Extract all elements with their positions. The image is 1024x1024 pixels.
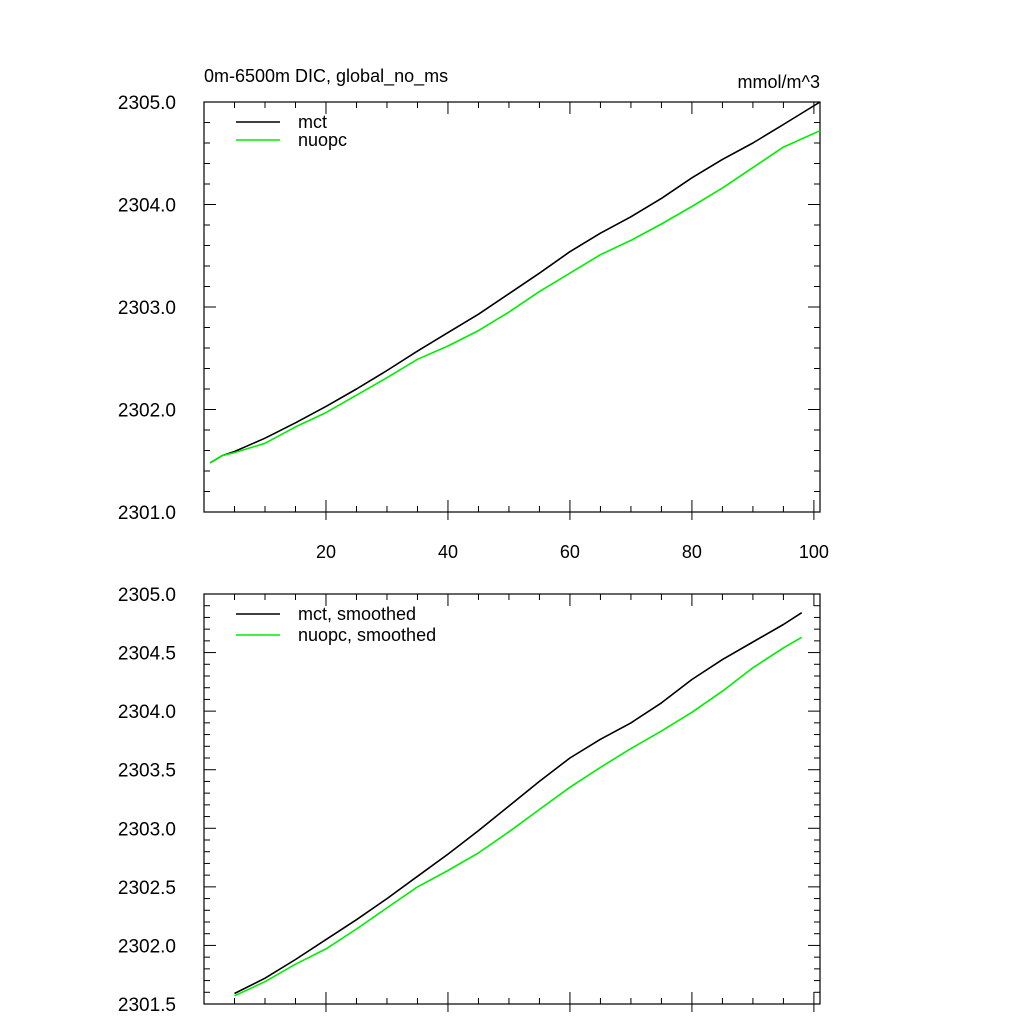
y-tick-label: 2303.0 bbox=[118, 819, 176, 840]
y-tick-label: 2302.5 bbox=[118, 878, 176, 899]
series-line-mct-smoothed bbox=[234, 612, 803, 995]
plot-title: 0m-6500m DIC, global_no_ms bbox=[204, 66, 448, 87]
series-line-nuopc bbox=[209, 129, 821, 464]
bottom-panel: 2301.5 2302.0 2302.5 2303.0 2303.5 2304.0 2304… bbox=[118, 585, 821, 1016]
y-tick-label: 2304.5 bbox=[118, 644, 176, 665]
x-tick-label: 100 bbox=[799, 542, 829, 562]
x-tick-label: 60 bbox=[560, 542, 580, 562]
y-tick-label: 2301.5 bbox=[118, 995, 176, 1016]
y-tick-label: 2304.0 bbox=[118, 196, 176, 217]
y-tick-label: 2301.0 bbox=[118, 503, 176, 524]
y-tick-label: 2303.5 bbox=[118, 761, 176, 782]
y-tick-label: 2304.0 bbox=[118, 702, 176, 723]
y-tick-label: 2305.0 bbox=[118, 93, 176, 114]
x-tick-label: 40 bbox=[438, 542, 458, 562]
x-tick-label: 80 bbox=[682, 542, 702, 562]
legend-label-nuopc: nuopc bbox=[298, 130, 347, 150]
plot-frame bbox=[203, 593, 821, 1005]
y-tick-label: 2302.0 bbox=[118, 936, 176, 957]
y-tick-label: 2303.0 bbox=[118, 298, 176, 319]
legend-label-mct: mct bbox=[298, 112, 327, 132]
legend-label-nuopc-smoothed: nuopc, smoothed bbox=[298, 625, 436, 645]
y-tick-label: 2305.0 bbox=[118, 585, 176, 606]
series-line-nuopc-smoothed bbox=[234, 636, 803, 997]
x-tick-label: 20 bbox=[316, 542, 336, 562]
series-line-mct bbox=[209, 101, 821, 464]
units-label: mmol/m^3 bbox=[738, 72, 820, 92]
top-panel: 20 40 60 80 100 2301.0 2302.0 2303.0 2304.0 2305.… bbox=[118, 93, 829, 562]
y-tick-label: 2302.0 bbox=[118, 401, 176, 422]
plot-frame bbox=[203, 101, 821, 513]
legend-label-mct-smoothed: mct, smoothed bbox=[298, 604, 416, 624]
